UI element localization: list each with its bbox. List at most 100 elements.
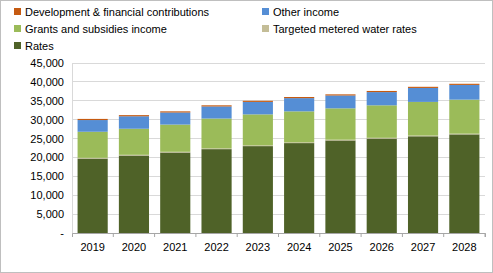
bar xyxy=(243,114,273,145)
x-tick: 2025 xyxy=(328,233,361,253)
bar xyxy=(367,91,397,92)
bar xyxy=(119,116,149,128)
bar xyxy=(160,125,190,152)
x-tick-label: 2020 xyxy=(122,241,146,253)
legend-item: Targeted metered water rates xyxy=(262,23,417,35)
bar xyxy=(201,149,231,233)
bar xyxy=(243,101,273,102)
bar xyxy=(449,84,479,85)
bar xyxy=(408,102,438,136)
legend-swatch xyxy=(262,8,269,15)
bar xyxy=(449,100,479,134)
bar xyxy=(367,139,397,233)
x-tick-mark xyxy=(237,233,238,237)
bar xyxy=(325,94,355,95)
bar xyxy=(243,146,273,233)
series xyxy=(78,85,480,132)
bar xyxy=(78,159,108,233)
x-tick: 2026 xyxy=(370,233,403,253)
legend-label: Other income xyxy=(273,6,339,18)
y-tick: 10,000 xyxy=(30,189,72,201)
x-tick-mark xyxy=(361,233,362,237)
y-tick-label: 45,000 xyxy=(30,57,64,69)
bar xyxy=(78,119,108,120)
x-tick-mark xyxy=(319,233,320,237)
x-tick-mark xyxy=(485,233,486,237)
bar xyxy=(284,111,314,142)
bars xyxy=(78,84,480,233)
grid xyxy=(72,63,485,233)
bar xyxy=(78,132,108,158)
y-tick-label: 30,000 xyxy=(30,114,64,126)
y-tick: 35,000 xyxy=(30,95,72,107)
legend-swatch xyxy=(14,8,21,15)
y-tick: - xyxy=(60,227,72,239)
legend: Development & financial contributions Oth… xyxy=(14,6,417,52)
x-axis: 2019 2020 2021 2022 2023 2024 2025 2026 2027 2028 xyxy=(73,233,486,253)
series xyxy=(78,100,480,158)
x-tick-label: 2019 xyxy=(80,241,104,253)
x-tick: 2020 xyxy=(122,233,155,253)
y-tick-label: 20,000 xyxy=(30,151,64,163)
legend-label: Rates xyxy=(25,40,54,52)
bar xyxy=(160,112,190,124)
bar xyxy=(284,98,314,111)
legend-label: Development & financial contributions xyxy=(25,6,210,18)
y-tick-label: - xyxy=(60,227,64,239)
x-tick: 2028 xyxy=(452,233,485,253)
legend-item: Rates xyxy=(14,40,54,52)
bar xyxy=(160,111,190,112)
y-tick-label: 15,000 xyxy=(30,170,64,182)
bar xyxy=(408,87,438,88)
x-tick-mark xyxy=(195,233,196,237)
bar xyxy=(284,143,314,233)
bar xyxy=(243,102,273,114)
y-tick-label: 10,000 xyxy=(30,189,64,201)
x-tick: 2024 xyxy=(287,233,320,253)
x-tick-label: 2028 xyxy=(452,241,476,253)
legend-swatch xyxy=(14,42,21,49)
plot: - 5,000 10,000 15,000 20,000 25,000 30,000 35,0… xyxy=(30,57,485,253)
chart-border xyxy=(1,1,493,273)
x-tick-mark xyxy=(278,233,279,237)
bar xyxy=(325,108,355,139)
x-tick-label: 2022 xyxy=(204,241,228,253)
x-tick-mark xyxy=(443,233,444,237)
x-tick-label: 2021 xyxy=(163,241,187,253)
bar xyxy=(367,92,397,105)
bar xyxy=(119,115,149,116)
legend-item: Grants and subsidies income xyxy=(14,23,167,35)
x-tick-mark xyxy=(402,233,403,237)
grid-line xyxy=(72,63,485,64)
x-tick: 2022 xyxy=(204,233,237,253)
y-tick-label: 5,000 xyxy=(36,208,64,220)
bar xyxy=(449,85,479,100)
series xyxy=(78,84,480,120)
x-tick: 2021 xyxy=(163,233,196,253)
x-tick-label: 2024 xyxy=(287,241,311,253)
y-tick: 45,000 xyxy=(30,57,72,69)
bar xyxy=(284,97,314,98)
y-tick: 30,000 xyxy=(30,114,72,126)
x-tick-label: 2026 xyxy=(370,241,394,253)
legend-item: Development & financial contributions xyxy=(14,6,210,18)
bar xyxy=(449,134,479,233)
bar xyxy=(325,140,355,233)
y-tick: 40,000 xyxy=(30,76,72,88)
bar xyxy=(201,119,231,149)
legend-label: Targeted metered water rates xyxy=(273,23,417,35)
bar xyxy=(119,156,149,233)
y-axis: - 5,000 10,000 15,000 20,000 25,000 30,000 35,0… xyxy=(30,57,72,239)
y-tick-label: 25,000 xyxy=(30,133,64,145)
bar xyxy=(119,129,149,155)
bar xyxy=(408,136,438,233)
chart: - 5,000 10,000 15,000 20,000 25,000 30,000 35,0… xyxy=(0,0,493,273)
bar xyxy=(201,105,231,106)
bar xyxy=(201,106,231,118)
x-axis-line xyxy=(73,234,486,238)
y-tick: 25,000 xyxy=(30,133,72,145)
x-tick-mark xyxy=(154,233,155,237)
x-tick: 2027 xyxy=(411,233,444,253)
x-tick-label: 2023 xyxy=(246,241,270,253)
x-tick-mark xyxy=(113,233,114,237)
